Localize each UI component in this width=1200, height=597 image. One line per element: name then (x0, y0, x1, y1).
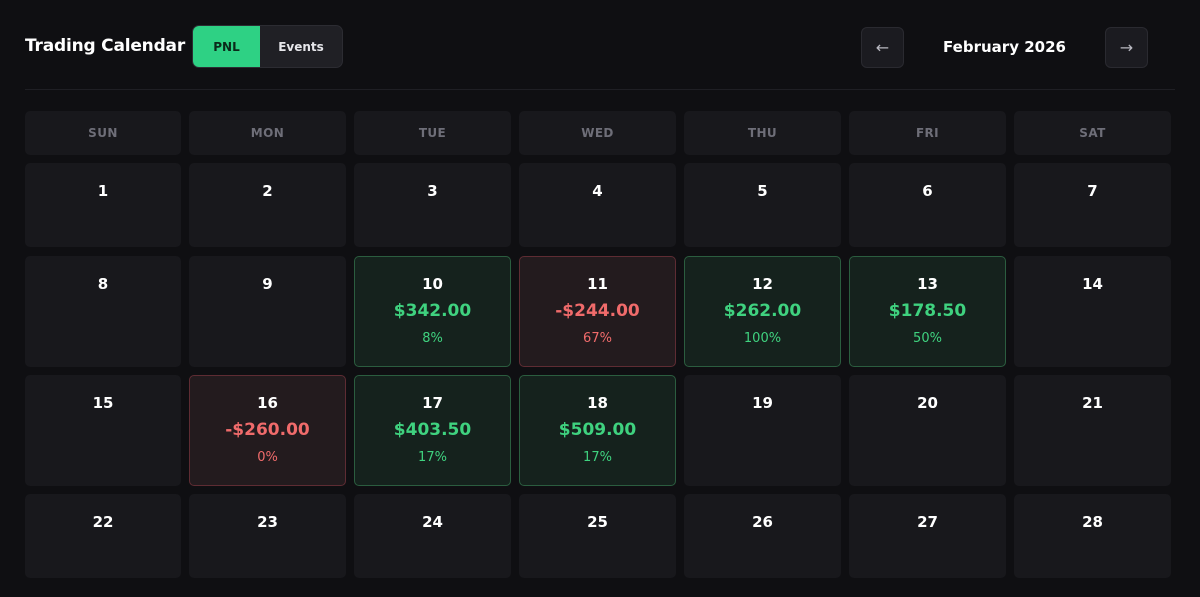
calendar-week-row: 22 23 24 25 26 27 28 (25, 494, 1172, 578)
day-cell-25[interactable]: 25 (519, 494, 676, 578)
view-toggle: PNL Events (192, 25, 343, 68)
weekday-header-sun: SUN (25, 111, 181, 155)
day-number: 14 (1082, 275, 1103, 293)
day-number: 26 (752, 513, 773, 531)
calendar-week-row: 15 16 -$260.00 0% 17 $403.50 17% 18 $509.00 17% 19… (25, 375, 1172, 486)
day-number: 10 (422, 275, 443, 293)
day-cell-15[interactable]: 15 (25, 375, 181, 486)
day-cell-18[interactable]: 18 $509.00 17% (519, 375, 676, 486)
day-cell-19[interactable]: 19 (684, 375, 841, 486)
calendar-week-row: 1 2 3 4 5 6 7 (25, 163, 1172, 247)
day-number: 15 (92, 394, 114, 412)
day-cell-5[interactable]: 5 (684, 163, 841, 247)
day-cell-24[interactable]: 24 (354, 494, 511, 578)
day-number: 12 (752, 275, 773, 293)
day-win-rate: 17% (418, 450, 447, 465)
day-cell-14[interactable]: 14 (1014, 256, 1171, 367)
day-number: 1 (97, 182, 109, 200)
day-number: 17 (422, 394, 443, 412)
day-cell-12[interactable]: 12 $262.00 100% (684, 256, 841, 367)
pnl-toggle-button[interactable]: PNL (193, 26, 260, 67)
day-cell-21[interactable]: 21 (1014, 375, 1171, 486)
day-cell-26[interactable]: 26 (684, 494, 841, 578)
day-cell-27[interactable]: 27 (849, 494, 1006, 578)
day-cell-23[interactable]: 23 (189, 494, 346, 578)
day-cell-10[interactable]: 10 $342.00 8% (354, 256, 511, 367)
page-title: Trading Calendar (25, 36, 186, 56)
weekday-header-sat: SAT (1014, 111, 1171, 155)
weekday-header-mon: MON (189, 111, 346, 155)
day-win-rate: 0% (257, 450, 278, 465)
day-pnl-value: $178.50 (888, 301, 967, 321)
day-number: 6 (922, 182, 933, 200)
arrow-left-icon: ← (875, 38, 890, 57)
day-number: 13 (917, 275, 938, 293)
weekday-header-tue: TUE (354, 111, 511, 155)
day-cell-6[interactable]: 6 (849, 163, 1006, 247)
day-cell-2[interactable]: 2 (189, 163, 346, 247)
day-cell-9[interactable]: 9 (189, 256, 346, 367)
previous-month-button[interactable]: ← (861, 27, 904, 68)
day-cell-4[interactable]: 4 (519, 163, 676, 247)
day-pnl-value: -$244.00 (555, 301, 640, 321)
day-number: 16 (257, 394, 278, 412)
day-number: 9 (262, 275, 273, 293)
day-pnl-value: $403.50 (393, 420, 472, 440)
day-number: 24 (422, 513, 443, 531)
weekday-header-wed: WED (519, 111, 676, 155)
arrow-right-icon: → (1119, 38, 1134, 57)
current-month-label: February 2026 (943, 38, 1066, 56)
day-pnl-value: $342.00 (393, 301, 472, 321)
day-number: 19 (752, 394, 773, 412)
day-win-rate: 100% (743, 331, 782, 346)
day-number: 20 (917, 394, 938, 412)
day-number: 23 (257, 513, 278, 531)
day-pnl-value: $262.00 (723, 301, 802, 321)
day-win-rate: 8% (422, 331, 443, 346)
day-cell-16[interactable]: 16 -$260.00 0% (189, 375, 346, 486)
day-cell-7[interactable]: 7 (1014, 163, 1171, 247)
day-number: 18 (587, 394, 608, 412)
day-cell-3[interactable]: 3 (354, 163, 511, 247)
calendar-week-row: 8 9 10 $342.00 8% 11 -$244.00 67% 12 $262.00 100% 1… (25, 256, 1172, 367)
day-cell-13[interactable]: 13 $178.50 50% (849, 256, 1006, 367)
calendar-header: Trading Calendar PNL Events (25, 0, 1175, 90)
day-cell-8[interactable]: 8 (25, 256, 181, 367)
day-cell-1[interactable]: 1 (25, 163, 181, 247)
weekday-header-row: SUN MON TUE WED THU FRI SAT (25, 111, 1172, 155)
day-pnl-value: $509.00 (558, 420, 637, 440)
day-number: 11 (587, 275, 608, 293)
day-cell-17[interactable]: 17 $403.50 17% (354, 375, 511, 486)
weekday-header-fri: FRI (849, 111, 1006, 155)
day-number: 28 (1082, 513, 1103, 531)
day-cell-22[interactable]: 22 (25, 494, 181, 578)
day-pnl-value: -$260.00 (225, 420, 310, 440)
events-toggle-button[interactable]: Events (278, 39, 324, 54)
day-number: 25 (587, 513, 608, 531)
day-cell-11[interactable]: 11 -$244.00 67% (519, 256, 676, 367)
day-number: 21 (1082, 394, 1103, 412)
day-cell-28[interactable]: 28 (1014, 494, 1171, 578)
day-win-rate: 67% (583, 331, 612, 346)
day-cell-20[interactable]: 20 (849, 375, 1006, 486)
weekday-header-thu: THU (684, 111, 841, 155)
day-win-rate: 50% (913, 331, 942, 346)
day-number: 7 (1087, 182, 1098, 200)
day-number: 4 (592, 182, 603, 200)
day-number: 8 (97, 275, 109, 293)
day-number: 2 (262, 182, 273, 200)
day-number: 5 (757, 182, 768, 200)
next-month-button[interactable]: → (1105, 27, 1148, 68)
day-number: 3 (427, 182, 438, 200)
day-number: 27 (917, 513, 938, 531)
day-number: 22 (92, 513, 114, 531)
day-win-rate: 17% (583, 450, 612, 465)
